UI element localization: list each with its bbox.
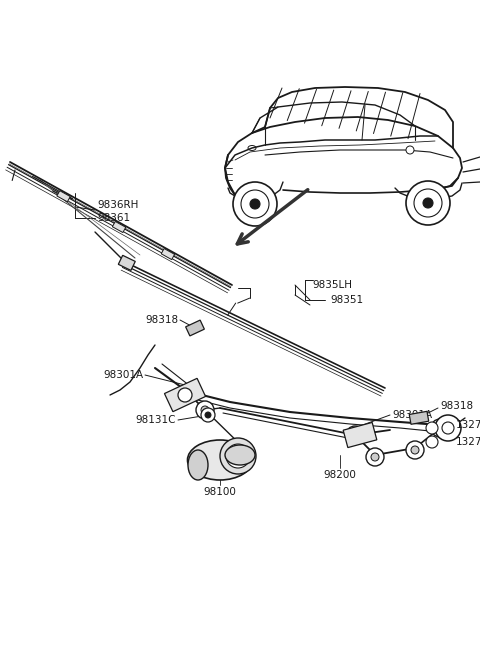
Ellipse shape [248,145,256,151]
Ellipse shape [225,445,255,465]
Bar [118,255,135,271]
Circle shape [442,422,454,434]
Circle shape [201,408,215,422]
Text: 98100: 98100 [204,487,237,497]
Text: 98318: 98318 [440,401,473,411]
Circle shape [426,422,438,434]
Circle shape [241,190,269,218]
Circle shape [205,412,211,418]
Bar [161,248,175,259]
Circle shape [411,446,419,454]
Circle shape [178,388,192,402]
Text: 9836RH: 9836RH [97,200,138,210]
Bar [186,320,204,336]
Circle shape [233,451,243,461]
Circle shape [431,419,449,437]
Circle shape [371,453,379,461]
Ellipse shape [188,440,252,480]
Circle shape [406,441,424,459]
Circle shape [406,181,450,225]
Text: 98351: 98351 [330,295,363,305]
Circle shape [346,426,364,444]
Text: 98361: 98361 [97,213,130,223]
Circle shape [426,436,438,448]
Text: 98200: 98200 [324,470,357,480]
Circle shape [196,401,214,419]
Circle shape [366,448,384,466]
Text: 98301A: 98301A [392,410,432,420]
Bar [165,379,205,412]
Ellipse shape [188,450,208,480]
Bar [343,422,377,447]
Text: 1327AC: 1327AC [456,420,480,430]
Bar [112,221,126,233]
Circle shape [351,431,359,439]
Circle shape [201,406,209,414]
Circle shape [250,199,260,209]
Text: 98318: 98318 [145,315,178,325]
Circle shape [414,189,442,217]
Text: 9835LH: 9835LH [312,280,352,290]
Text: 98301A: 98301A [103,370,143,380]
Circle shape [233,182,277,226]
Circle shape [406,146,414,154]
Circle shape [435,415,461,441]
Circle shape [226,444,250,468]
Text: 98131C: 98131C [135,415,176,425]
Circle shape [220,438,256,474]
Bar [57,191,70,202]
Circle shape [436,424,444,432]
Bar [409,411,429,424]
Text: 1327AD: 1327AD [456,437,480,447]
Circle shape [423,198,433,208]
